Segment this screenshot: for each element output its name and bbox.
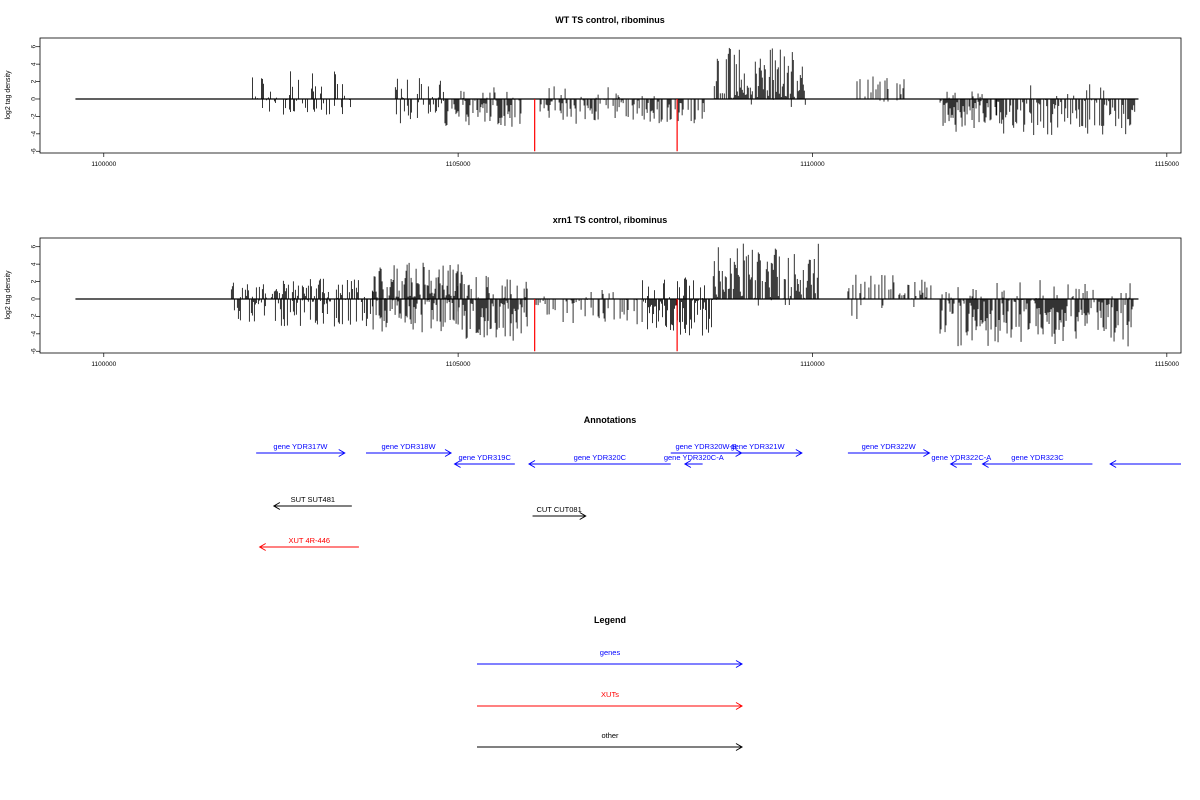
annotation-label: gene YDR318W: [381, 442, 436, 451]
feature-arrowhead: [981, 460, 989, 468]
feature-arrowhead: [735, 702, 743, 710]
annotation-label: gene YDR321W: [731, 442, 786, 451]
x-tick-label: 1110000: [800, 161, 825, 168]
annotations-panel: Annotations gene YDR317W gene YDR318Wgene…: [256, 415, 1181, 551]
feature-arrowhead: [453, 460, 461, 468]
y-tick-label: 4: [31, 262, 38, 266]
annotation-label: SUT SUT481: [291, 495, 335, 504]
annotation-feature: gene YDR318W: [366, 442, 453, 457]
feature-arrowhead: [528, 460, 536, 468]
x-tick-label: 1100000: [91, 161, 116, 168]
feature-arrowhead: [949, 460, 957, 468]
x-tick-label: 1105000: [446, 361, 471, 368]
x-tick-label: 1110000: [800, 361, 825, 368]
legend-label: genes: [600, 648, 621, 657]
annotation-label: gene YDR319C: [459, 453, 512, 462]
y-tick-label: -4: [31, 331, 38, 337]
panel-wt-title: WT TS control, ribominus: [555, 15, 665, 25]
y-tick-label: -2: [31, 313, 38, 319]
annotation-feature: XUT 4R-446: [258, 536, 359, 551]
panel-wt-frame: [39, 37, 1182, 154]
annotation-feature: CUT CUT081: [532, 505, 587, 520]
legend-items: genes XUTs other: [477, 648, 743, 751]
x-tick-label: 1100000: [91, 361, 116, 368]
annotation-label: gene YDR320C: [574, 453, 627, 462]
annotations-title: Annotations: [584, 415, 637, 425]
feature-arrowhead: [735, 660, 743, 668]
x-tick-label: 1115000: [1155, 361, 1180, 368]
annotation-label: CUT CUT081: [536, 505, 581, 514]
feature-arrowhead: [272, 502, 281, 510]
panel-xrn1-title: xrn1 TS control, ribominus: [553, 215, 668, 225]
panel-xrn1-frame: [39, 237, 1182, 354]
annotation-label: gene YDR323C: [1011, 453, 1064, 462]
feature-arrowhead: [683, 460, 692, 468]
x-tick-label: 1115000: [1155, 161, 1180, 168]
annotation-label: gene YDR320C-A: [664, 453, 724, 462]
feature-arrowhead: [579, 512, 587, 520]
annotation-feature: [1109, 460, 1181, 468]
panel-xrn1: xrn1 TS control, ribominus log2 tag dens…: [5, 215, 1182, 368]
annotation-feature: gene YDR319C: [453, 453, 515, 468]
y-tick-label: 4: [31, 62, 38, 66]
annotation-feature: gene YDR321W: [713, 442, 803, 457]
legend-item: XUTs: [477, 690, 743, 710]
legend-item: other: [477, 731, 743, 751]
feature-arrowhead: [923, 449, 931, 457]
panel-wt: WT TS control, ribominus log2 tag densit…: [5, 15, 1182, 168]
y-tick-label: 0: [31, 97, 38, 101]
feature-arrowhead: [338, 449, 346, 457]
annotation-feature: gene YDR320C-A: [664, 453, 724, 468]
annotation-feature: gene YDR322C-A: [931, 453, 991, 468]
legend-item: genes: [477, 648, 743, 668]
panel-xrn1-bars: [75, 243, 1139, 352]
panel-wt-y-axis: -6 -4 -2 0 2 4 6: [31, 45, 40, 154]
feature-arrowhead: [795, 449, 803, 457]
feature-arrowhead: [1109, 460, 1117, 468]
feature-arrowhead: [258, 543, 266, 551]
annotation-label: gene YDR320W-B: [675, 442, 736, 451]
annotation-feature: gene YDR322W: [847, 442, 931, 457]
legend-panel: Legend genes XUTs other: [477, 615, 743, 751]
feature-arrowhead: [735, 743, 743, 751]
y-tick-label: -6: [31, 348, 38, 354]
annotation-label: gene YDR322C-A: [931, 453, 991, 462]
legend-title: Legend: [594, 615, 626, 625]
annotation-feature: SUT SUT481: [272, 495, 352, 510]
y-tick-label: 2: [31, 79, 38, 83]
legend-label: other: [601, 731, 619, 740]
annotation-label: gene YDR322W: [862, 442, 917, 451]
annotation-feature: gene YDR317W: [256, 442, 346, 457]
panel-xrn1-x-axis: 1100000 1105000 1110000 1115000: [91, 353, 1179, 368]
y-tick-label: -2: [31, 113, 38, 119]
annotation-feature: gene YDR323C: [981, 453, 1093, 468]
panel-xrn1-ylabel: log2 tag density: [5, 270, 12, 320]
legend-label: XUTs: [601, 690, 619, 699]
y-tick-label: 0: [31, 297, 38, 301]
y-tick-label: 6: [31, 245, 38, 249]
annotation-label: gene YDR317W: [273, 442, 328, 451]
annotation-features: gene YDR317W gene YDR318W gene YDR319C gene…: [256, 442, 1181, 551]
annotation-label: XUT 4R-446: [289, 536, 331, 545]
y-tick-label: 6: [31, 45, 38, 49]
y-tick-label: -4: [31, 131, 38, 137]
x-tick-label: 1105000: [446, 161, 471, 168]
y-tick-label: -6: [31, 148, 38, 154]
y-tick-label: 2: [31, 279, 38, 283]
panel-wt-x-axis: 1100000 1105000 1110000 1115000: [91, 153, 1179, 168]
feature-arrowhead: [444, 449, 453, 457]
annotation-feature: gene YDR320C: [528, 453, 671, 468]
panel-wt-bars: [75, 47, 1139, 152]
panel-wt-ylabel: log2 tag density: [5, 70, 12, 120]
panel-xrn1-y-axis: -6 -4 -2 0 2 4 6: [31, 245, 40, 354]
